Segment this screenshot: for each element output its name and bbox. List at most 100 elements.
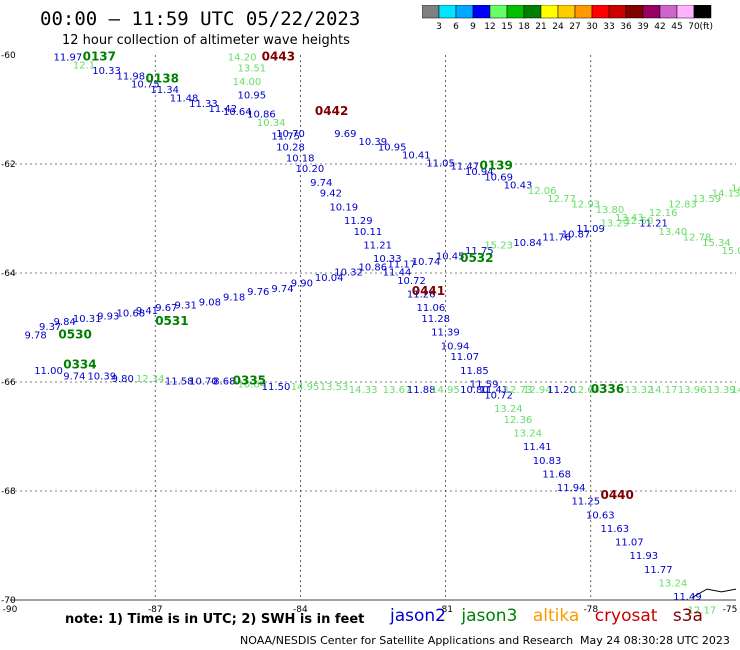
wave-height-value: 10.69 — [484, 172, 513, 183]
wave-height-value: 13.24 — [494, 404, 523, 415]
wave-height-value: 11.17 — [388, 260, 417, 271]
color-bin-label: 12 — [484, 22, 495, 32]
pass-time-label: 0440 — [600, 488, 633, 502]
wave-height-value: 10.94 — [465, 167, 494, 178]
wave-height-value: 11.94 — [557, 483, 586, 494]
wave-height-value: 8.68 — [213, 377, 235, 388]
color-bin-label: 70 — [688, 22, 700, 32]
longitude-label: -78 — [583, 605, 598, 615]
wave-height-value: 10.33 — [373, 254, 402, 265]
wave-height-value: 11.05 — [426, 159, 455, 170]
wave-height-value: 12.17 — [688, 606, 717, 617]
color-bin-label: 18 — [518, 22, 530, 32]
wave-height-value: 9.80 — [112, 374, 134, 385]
wave-height-value: 9.74 — [271, 284, 293, 295]
wave-height-value: 11.33 — [189, 99, 218, 110]
wave-height-value: 13.43 — [615, 213, 644, 224]
wave-height-value: 12.78 — [683, 232, 712, 243]
satellite-legend: jason2 jason3 altika cryosat s3a — [390, 606, 713, 626]
wave-height-value: 10.19 — [329, 202, 358, 213]
wave-height-value: 11.97 — [54, 52, 83, 63]
legend-jason2: jason2 — [390, 606, 446, 626]
altimeter-track: 9.6910.3910.9510.4111.0511.4710.9410.691… — [334, 129, 740, 257]
wave-height-value: 13.51 — [237, 63, 266, 74]
color-bin-label: 33 — [603, 22, 614, 32]
pass-time-label: 0335 — [233, 374, 266, 388]
wave-height-value: 13.80 — [596, 205, 625, 216]
color-bin-label: 27 — [569, 22, 580, 32]
color-bin-label: 24 — [552, 22, 564, 32]
wave-height-value: 12.73 — [504, 385, 533, 396]
color-bin-label: 42 — [654, 22, 665, 32]
wave-height-value: 11.41 — [523, 442, 552, 453]
credit-line: NOAA/NESDIS Center for Satellite Applica… — [240, 634, 574, 647]
wave-height-value: 14.13 — [712, 189, 740, 200]
wave-height-value: 11.76 — [542, 232, 571, 243]
wave-height-value: 12.83 — [668, 200, 697, 211]
wave-height-value: 11.07 — [450, 352, 479, 363]
wave-height-value: 11.48 — [170, 93, 199, 104]
wave-height-value: 10.75 — [131, 80, 160, 91]
wave-height-value: 11.26 — [407, 290, 436, 301]
color-bin-label: 6 — [453, 22, 459, 32]
wave-height-value: 11.29 — [344, 216, 373, 227]
wave-height-value: 10.63 — [586, 510, 615, 521]
altimeter-track: 11.9712.110.3311.9810.7511.3411.4811.331… — [54, 49, 252, 117]
color-bin-label: 15 — [501, 22, 512, 32]
wave-height-value: 11.21 — [363, 240, 392, 251]
color-bin-label: 45 — [671, 22, 682, 32]
wave-height-value: 10.11 — [354, 227, 383, 238]
color-bin-label: 9 — [470, 22, 476, 32]
wave-height-value: 10.41 — [402, 151, 431, 162]
wave-height-value: 13.96 — [678, 385, 707, 396]
pass-time-label: 0336 — [591, 382, 624, 396]
wave-height-value: 12.94 — [523, 385, 552, 396]
wave-height-value: 12.77 — [547, 194, 576, 205]
coastline — [692, 588, 737, 598]
wave-height-value: 15.23 — [484, 240, 513, 251]
wave-height-value: 11.77 — [644, 565, 673, 576]
wave-height-value: 11.47 — [450, 161, 479, 172]
map-title: 00:00 – 11:59 UTC 05/22/2023 — [40, 8, 361, 30]
latitude-label: -68 — [1, 487, 16, 497]
wave-height-value: 11.75 — [465, 246, 494, 257]
wave-height-value: 10.18 — [286, 153, 315, 164]
wave-height-value: 10.39 — [358, 137, 387, 148]
wave-height-value: 12.34 — [136, 374, 165, 385]
color-bin-label: 21 — [535, 22, 546, 32]
wave-height-value: 14.17 — [649, 385, 678, 396]
wave-height-value: 10.04 — [315, 273, 344, 284]
color-scale-unit: (ft) — [699, 22, 713, 32]
pass-time-label: 0531 — [155, 314, 188, 328]
wave-height-value: 12.06 — [528, 186, 557, 197]
wave-height-value: 14.20 — [731, 183, 740, 194]
altimeter-track: 14.2013.5114.0010.9510.8610.3410.7011.75… — [228, 49, 716, 616]
wave-height-value: 10.45 — [436, 251, 465, 262]
pass-time-label: 0532 — [460, 251, 493, 265]
pass-time-label: 0139 — [479, 158, 512, 172]
wave-height-value: 11.09 — [576, 224, 605, 235]
wave-height-value: 10.95 — [237, 91, 266, 102]
wave-height-value: 10.86 — [358, 262, 387, 273]
wave-height-value: 9.67 — [155, 303, 177, 314]
wave-height-value: 11.44 — [383, 268, 412, 279]
wave-height-value: 9.93 — [97, 311, 119, 322]
wave-height-value: 12.36 — [504, 415, 533, 426]
wave-height-value: 9.74 — [310, 178, 332, 189]
longitude-label: -75 — [723, 605, 738, 615]
wave-height-value: 12.1 — [73, 61, 95, 72]
wave-height-value: 10.74 — [412, 257, 441, 268]
wave-height-value: 9.78 — [25, 330, 47, 341]
wave-height-value: 14.95 — [431, 385, 460, 396]
longitude-label: -87 — [148, 605, 163, 615]
wave-height-value: 11.75 — [271, 131, 300, 142]
pass-time-label: 0138 — [146, 71, 179, 85]
pass-time-label: 0334 — [63, 357, 96, 371]
wave-height-value: 15.34 — [702, 238, 731, 249]
wave-height-value: 14.95 — [291, 382, 320, 393]
wave-height-value: 11.50 — [262, 382, 291, 393]
wave-height-value: 11.00 — [34, 366, 63, 377]
wave-height-value: 10.95 — [378, 142, 407, 153]
footer-note: note: 1) Time is in UTC; 2) SWH is in fe… — [65, 612, 365, 627]
